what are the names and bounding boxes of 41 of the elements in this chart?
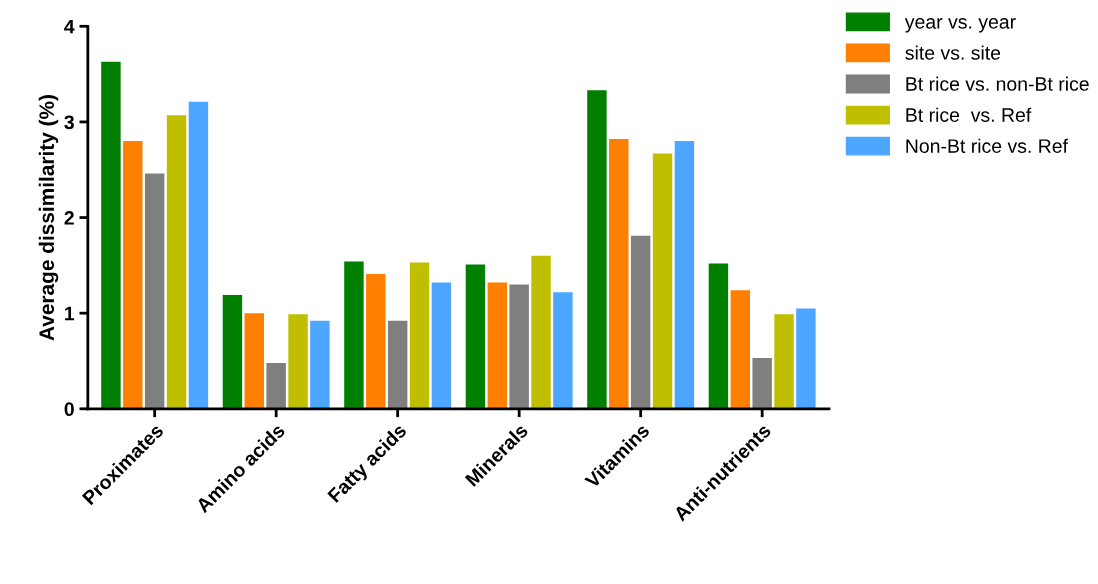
bar bbox=[310, 320, 330, 409]
bar bbox=[509, 284, 529, 409]
bar bbox=[487, 282, 508, 409]
y-tick-label: 0 bbox=[64, 402, 74, 417]
y-tick-label: 4 bbox=[64, 19, 75, 34]
bar bbox=[730, 290, 751, 409]
bar bbox=[587, 90, 607, 409]
bar bbox=[531, 255, 551, 409]
bar bbox=[674, 141, 695, 409]
legend-label: Bt rice vs. Ref bbox=[906, 107, 1032, 122]
bar bbox=[244, 313, 265, 409]
bar bbox=[553, 292, 573, 409]
bar bbox=[465, 264, 486, 409]
bar bbox=[101, 61, 121, 409]
bar bbox=[166, 115, 187, 409]
bar bbox=[188, 101, 209, 409]
bar bbox=[387, 320, 408, 409]
bar bbox=[609, 139, 629, 409]
legend-label: Bt rice vs. non-Bt rice bbox=[906, 76, 1089, 91]
legend-label: site vs. site bbox=[905, 45, 1001, 60]
bar bbox=[630, 235, 651, 409]
bar bbox=[774, 314, 794, 409]
y-tick-label: 3 bbox=[64, 115, 74, 130]
bar bbox=[796, 308, 816, 409]
bar bbox=[752, 358, 772, 409]
legend-label: year vs. year bbox=[904, 18, 1016, 33]
y-tick-label: 2 bbox=[64, 211, 74, 225]
y-axis-title: Average dissimilarity (%) bbox=[38, 95, 59, 341]
bar bbox=[409, 262, 430, 409]
legend-label: Non-Bt rice vs. Ref bbox=[906, 138, 1069, 153]
bar bbox=[266, 362, 286, 409]
bar bbox=[708, 263, 729, 409]
bar bbox=[144, 173, 165, 409]
y-tick-label: 1 bbox=[65, 306, 75, 321]
bar bbox=[652, 153, 673, 409]
bar bbox=[344, 261, 364, 409]
bar bbox=[431, 282, 452, 409]
bar bbox=[366, 273, 386, 409]
bar bbox=[222, 295, 243, 409]
bar bbox=[123, 141, 143, 409]
bar bbox=[288, 314, 308, 409]
